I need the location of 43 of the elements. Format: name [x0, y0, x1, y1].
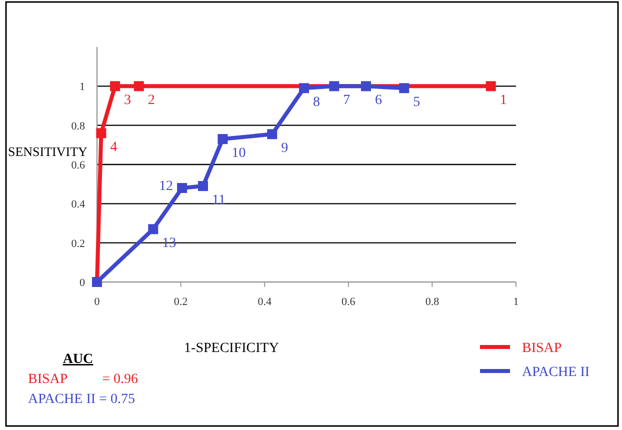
- annotation: 4: [110, 140, 118, 156]
- annotation: 5: [413, 95, 420, 110]
- point: [298, 83, 309, 94]
- x-tick-label: 0.2: [174, 296, 188, 308]
- text: APACHE II = 0.75: [28, 392, 135, 407]
- annotation: 1: [500, 93, 507, 108]
- x-tick-label: 1: [513, 296, 519, 308]
- point: [177, 183, 188, 193]
- y-tick-label: 0.2: [71, 238, 85, 250]
- annotation: 2: [148, 93, 155, 108]
- y-tick-label: 0.6: [71, 160, 86, 172]
- x-tick-label: 0.6: [342, 296, 356, 308]
- text: BISAP = 0.96: [28, 372, 138, 387]
- annotation: 8: [312, 95, 320, 110]
- point: [96, 128, 106, 138]
- annotation: 7: [343, 93, 350, 108]
- x-axis-title: 1-SPECIFICITY: [184, 341, 279, 356]
- point: [399, 83, 410, 94]
- y-tick-label: 1: [80, 81, 85, 94]
- annotation: 3: [124, 93, 132, 108]
- annotation: 12: [159, 179, 174, 194]
- point: [218, 134, 228, 144]
- annotation: 9: [281, 141, 288, 156]
- point: [329, 81, 340, 92]
- point: [486, 81, 496, 92]
- annotation: 6: [375, 93, 382, 108]
- point: [148, 224, 158, 234]
- point: [110, 81, 120, 92]
- point: [198, 181, 208, 192]
- point: [361, 81, 371, 92]
- y-tick-label: 0.8: [71, 120, 86, 132]
- annotation: 10: [232, 146, 246, 162]
- x-tick-label: 0.4: [258, 296, 272, 308]
- point: [134, 81, 144, 92]
- x-tick-label: 0.8: [425, 296, 440, 308]
- point: [267, 129, 278, 140]
- y-tick-label: 0: [80, 277, 86, 289]
- legend-label: APACHE II: [522, 365, 590, 380]
- y-axis-title: SENSITIVITY: [8, 144, 88, 159]
- text: AUC: [62, 352, 94, 367]
- legend-label: BISAP: [522, 341, 562, 356]
- y-tick-label: 0.4: [71, 198, 86, 211]
- x-tick-label: 0: [94, 296, 100, 308]
